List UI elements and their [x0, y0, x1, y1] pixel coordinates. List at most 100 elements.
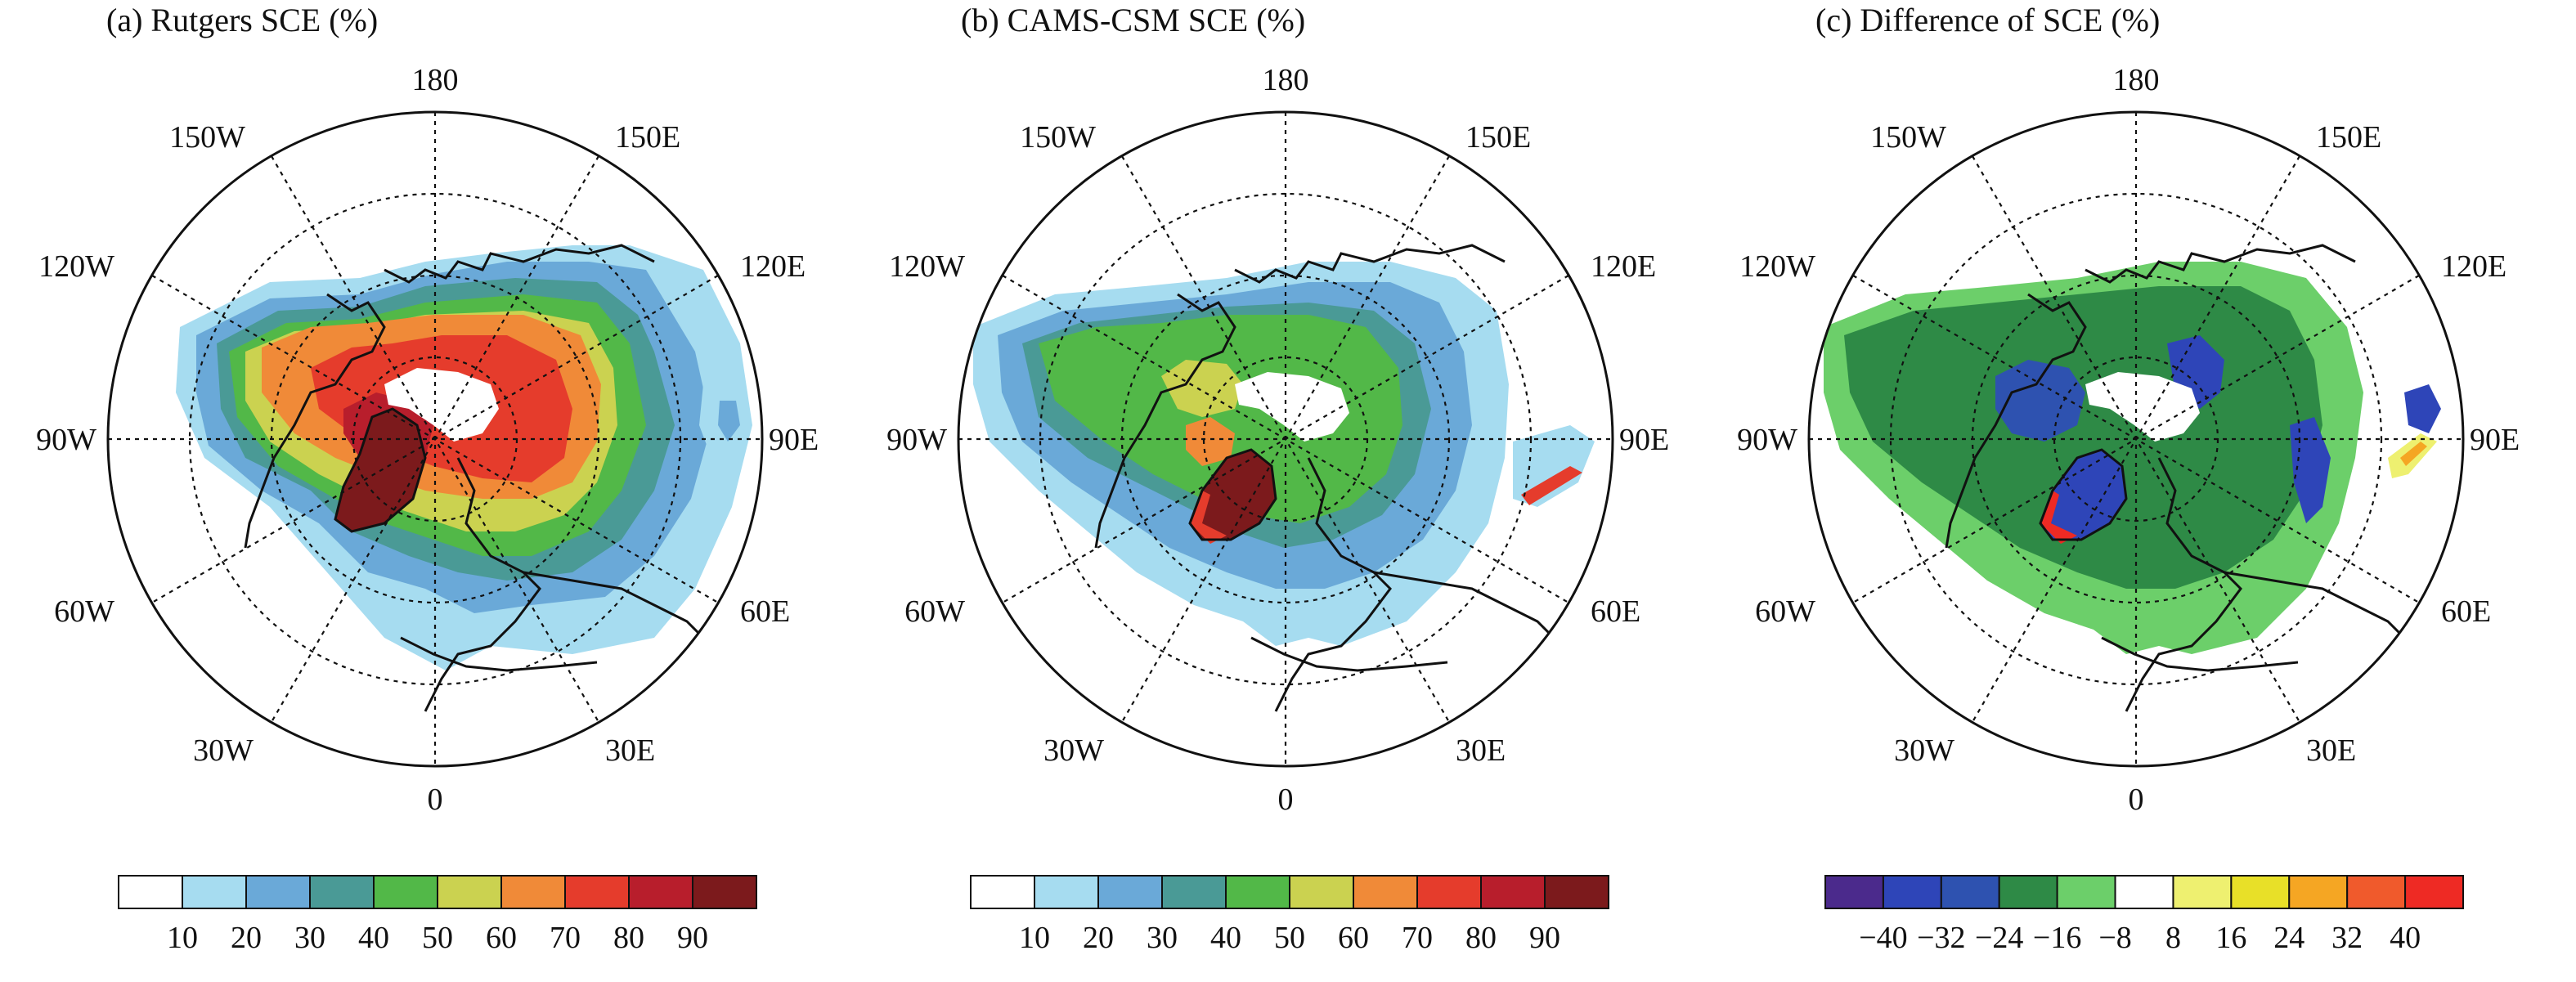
colorbar-label: 80: [613, 921, 644, 955]
colorbar-swatch: [2288, 875, 2349, 909]
colorbar-swatch: [1161, 875, 1227, 909]
colorbar-swatch: [1034, 875, 1099, 909]
lon-label: 60W: [54, 594, 114, 629]
colorbar-label: −40: [1859, 921, 1907, 955]
snow-patch-east-inner: [718, 401, 740, 442]
colorbar-swatch: [1882, 875, 1942, 909]
map-fields: [176, 245, 752, 670]
colorbar-label: 90: [677, 921, 708, 955]
map-fields: [1824, 262, 2441, 654]
colorbar-swatch: [182, 875, 247, 909]
colorbar-label: −16: [2033, 921, 2081, 955]
lon-label: 120W: [1739, 249, 1815, 284]
lon-label: 120W: [38, 249, 114, 284]
colorbar-swatch: [1544, 875, 1609, 909]
panel-c: (c) Difference of SCE (%): [1737, 2, 2520, 955]
colorbar-label: 50: [422, 921, 453, 955]
lon-label: 0: [2129, 782, 2144, 817]
lon-label: 150E: [1465, 120, 1531, 155]
diff-greenland: [2040, 450, 2126, 540]
greenland-90: [1190, 450, 1276, 540]
colorbar-label: 80: [1465, 921, 1497, 955]
lon-label: 120E: [740, 249, 806, 284]
colorbar-swatch: [1940, 875, 2000, 909]
colorbar-swatch: [1353, 875, 1418, 909]
lon-label: 120W: [889, 249, 965, 284]
colorbar-label: 10: [1019, 921, 1050, 955]
coastlines: [244, 244, 721, 712]
lon-label: 0: [1278, 782, 1294, 817]
lon-label: 90E: [2470, 423, 2520, 457]
colorbar: 10 20 30 40 50 60 70 80 90: [970, 875, 1609, 955]
lon-label: 90W: [36, 423, 96, 457]
map-boundary: [106, 110, 764, 768]
lon-label: 150W: [169, 120, 245, 155]
map-fields: [973, 262, 1595, 646]
lon-label: 60E: [740, 594, 790, 629]
colorbar: 10 20 30 40 50 60 70 80 90: [118, 875, 757, 955]
diff-patch-east-pos2: [2400, 442, 2427, 466]
diff-greenland-edge: [2040, 491, 2077, 544]
lon-label: 150W: [1870, 120, 1946, 155]
colorbar-swatch: [2346, 875, 2407, 909]
lon-label: 30W: [1043, 733, 1104, 768]
colorbar-label: 60: [1338, 921, 1369, 955]
longitude-labels: 180 150E 120E 90E 60E 30E 0 30W 60W 90W …: [886, 63, 1669, 817]
colorbar: −40 −32 −24 −16 −8 8 16 24 32 40: [1824, 875, 2464, 955]
colorbar-label: 30: [1147, 921, 1178, 955]
colorbar-label: 8: [2165, 921, 2181, 955]
colorbar-swatch: [1416, 875, 1482, 909]
graticule: [958, 112, 1613, 766]
snow-patch-east: [1513, 425, 1595, 507]
greenland-edge-80: [1190, 491, 1227, 544]
lon-label: 180: [2113, 63, 2160, 97]
colorbar-swatch: [2230, 875, 2291, 909]
colorbar-label: 32: [2331, 921, 2363, 955]
colorbar-label: 16: [2215, 921, 2246, 955]
colorbar-label: 50: [1274, 921, 1305, 955]
panel-title: (c) Difference of SCE (%): [1815, 2, 2160, 38]
colorbar-swatch: [500, 875, 566, 909]
arctic-ocean: [2085, 372, 2200, 442]
lon-label: 60W: [1755, 594, 1815, 629]
lon-label: 120E: [2441, 249, 2506, 284]
colorbar-swatch: [373, 875, 438, 909]
panel-title: (a) Rutgers SCE (%): [106, 2, 378, 38]
colorbar-swatch: [1824, 875, 1884, 909]
arctic-ocean: [1235, 372, 1349, 442]
map-boundary: [1807, 110, 2465, 768]
colorbar-swatch: [1289, 875, 1354, 909]
diff-band-neg32b: [2290, 417, 2331, 523]
colorbar-swatch: [1480, 875, 1546, 909]
lon-label: 150W: [1020, 120, 1096, 155]
graticule: [108, 112, 762, 766]
lon-label: 90E: [769, 423, 819, 457]
colorbar-swatch: [970, 875, 1035, 909]
colorbar-label: 90: [1529, 921, 1560, 955]
colorbar-label: 24: [2273, 921, 2304, 955]
colorbar-swatch: [1097, 875, 1163, 909]
panel-a: (a) Rutgers SCE (%): [36, 2, 819, 955]
map-boundary: [957, 110, 1614, 768]
lon-label: 60W: [904, 594, 965, 629]
colorbar-swatch: [2172, 875, 2233, 909]
colorbar-label: 20: [1083, 921, 1114, 955]
colorbar-label: 40: [358, 921, 389, 955]
colorbar-swatch: [309, 875, 375, 909]
lon-label: 0: [428, 782, 443, 817]
snow-band-60: [1186, 417, 1235, 466]
colorbar-swatch: [437, 875, 502, 909]
colorbar-swatch: [245, 875, 311, 909]
lon-label: 60E: [2441, 594, 2491, 629]
colorbar-label: 40: [2390, 921, 2421, 955]
coastlines: [1945, 244, 2422, 712]
colorbar-swatch: [564, 875, 630, 909]
colorbar-swatch: [118, 875, 183, 909]
colorbar-label: −32: [1917, 921, 1965, 955]
lon-label: 90E: [1619, 423, 1669, 457]
lon-label: 30E: [2306, 733, 2356, 768]
colorbar-swatch: [2404, 875, 2464, 909]
lon-label: 90W: [1737, 423, 1797, 457]
longitude-labels: 180 150E 120E 90E 60E 30E 0 30W 60W 90W …: [1737, 63, 2520, 817]
colorbar-swatch: [1998, 875, 2058, 909]
